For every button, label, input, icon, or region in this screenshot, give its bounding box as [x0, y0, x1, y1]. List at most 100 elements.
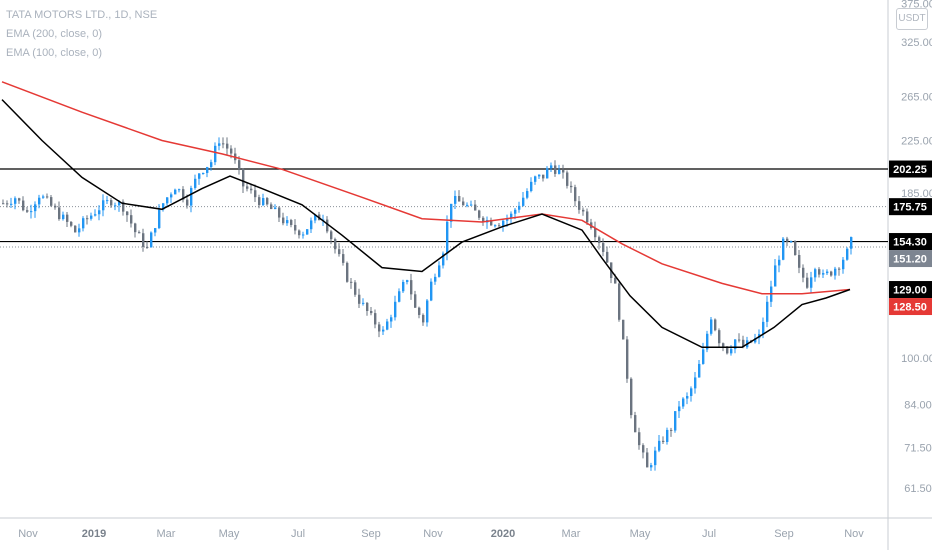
ema200-line[interactable] — [1, 81, 851, 295]
candle — [218, 137, 221, 151]
candle — [838, 267, 841, 276]
candle — [202, 172, 205, 175]
candle — [662, 436, 665, 444]
candle — [138, 230, 141, 234]
candle — [450, 203, 453, 228]
candle — [634, 411, 637, 433]
candle — [470, 200, 473, 206]
candle — [366, 302, 369, 316]
candle — [666, 427, 669, 445]
candle — [410, 273, 413, 300]
x-tick-label: Nov — [423, 528, 443, 540]
candle — [558, 164, 561, 175]
price-badges: 202.25 175.75 154.30 151.20 129.00 128.50 — [889, 160, 932, 316]
candle — [778, 255, 781, 273]
candle — [150, 231, 153, 248]
candle — [430, 278, 433, 302]
candle — [766, 295, 769, 328]
candle — [518, 201, 521, 213]
candle — [526, 188, 529, 200]
candle — [278, 206, 281, 223]
candle — [826, 269, 829, 276]
ema100-legend[interactable]: EMA (100, close, 0) — [6, 47, 102, 59]
candle — [618, 282, 621, 322]
candle — [686, 392, 689, 405]
candle — [330, 229, 333, 245]
candle — [490, 217, 493, 226]
candle — [162, 202, 165, 212]
candle — [574, 184, 577, 207]
candle — [710, 317, 713, 336]
candle — [550, 162, 553, 173]
y-tick-label: 375.00 — [901, 0, 932, 11]
candle — [586, 208, 589, 225]
candle — [678, 400, 681, 418]
ema200-legend[interactable]: EMA (200, close, 0) — [6, 28, 102, 40]
candle — [282, 212, 285, 226]
candle — [54, 203, 57, 210]
candle — [522, 191, 525, 207]
candle — [74, 225, 77, 233]
candle — [850, 236, 853, 255]
ema100-line[interactable] — [1, 99, 851, 349]
candle — [442, 251, 445, 269]
candle — [418, 306, 421, 319]
currency-unit-button[interactable]: USDT — [896, 8, 928, 30]
x-tick-label: Sep — [774, 528, 794, 540]
x-tick-label: May — [630, 528, 651, 540]
candle — [466, 202, 469, 208]
candle — [246, 182, 249, 192]
candle — [214, 142, 217, 166]
y-tick-label: 71.50 — [904, 443, 932, 455]
x-tick-label: Sep — [361, 528, 381, 540]
candle — [270, 202, 273, 210]
x-tick-label: Nov — [18, 528, 38, 540]
candle — [338, 243, 341, 257]
svg-text:154.30: 154.30 — [893, 237, 927, 249]
candle — [22, 196, 25, 212]
candle — [358, 288, 361, 309]
candle — [374, 309, 377, 329]
candle — [474, 200, 477, 211]
candle — [334, 237, 337, 254]
candle — [142, 228, 145, 252]
candle — [254, 184, 257, 203]
candle — [794, 240, 797, 256]
candle — [642, 443, 645, 459]
candle — [346, 261, 349, 283]
x-tick-label: Jul — [291, 528, 305, 540]
candle — [398, 288, 401, 303]
candle — [694, 371, 697, 394]
candle — [134, 222, 137, 238]
candle — [502, 218, 505, 232]
candle — [646, 448, 649, 468]
candle — [6, 200, 9, 208]
price-badge-last: 151.20 — [889, 250, 932, 268]
candle — [386, 318, 389, 331]
x-tick-label: Mar — [562, 528, 581, 540]
candle — [718, 328, 721, 347]
candle — [830, 270, 833, 277]
candle — [566, 170, 569, 189]
price-axis[interactable]: 375.00 325.00 265.00 225.00 185.00 100.00 84.0… — [901, 0, 932, 495]
candle — [422, 313, 425, 326]
y-tick-label: 100.00 — [901, 353, 932, 365]
time-axis[interactable]: Nov 2019 Mar May Jul Sep Nov 2020 Mar May Jul Sep No… — [18, 528, 864, 540]
candle — [406, 279, 409, 285]
symbol-title[interactable]: TATA MOTORS LTD., 1D, NSE — [6, 9, 158, 21]
chart-legend: TATA MOTORS LTD., 1D, NSE EMA (200, clos… — [6, 6, 157, 63]
price-badge-line: 154.30 — [889, 233, 932, 251]
candle — [70, 221, 73, 228]
candle — [182, 186, 185, 203]
candle — [170, 192, 173, 203]
candle — [10, 197, 13, 209]
ema-lines — [1, 81, 851, 349]
candle — [782, 236, 785, 261]
candle — [786, 236, 789, 247]
price-badge-ema100: 129.00 — [889, 281, 932, 299]
candle — [482, 216, 485, 226]
candle — [266, 196, 269, 206]
candle — [290, 218, 293, 228]
candle — [18, 197, 21, 204]
